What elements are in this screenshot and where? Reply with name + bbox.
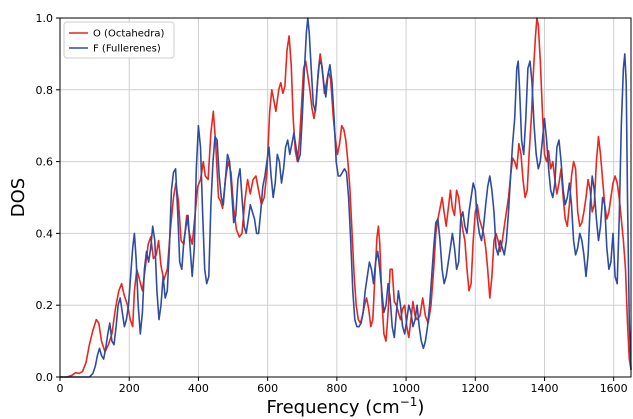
y-tick-label: 0.4 (36, 227, 54, 240)
plot-frame (59, 17, 632, 378)
x-tick-label: 800 (326, 382, 347, 395)
axes (56, 17, 632, 381)
x-axis-label-main: Frequency (cm (267, 397, 400, 418)
x-tick-label: 1000 (392, 382, 420, 395)
x-tick-label: 1400 (530, 382, 558, 395)
tick-labels: 0 200 400 600 800 1000 1200 1400 1600 0.0 0.2 0.4 0.… (36, 12, 628, 395)
y-tick-label: 0.2 (36, 299, 54, 312)
x-axis-label: Frequency (cm−1) (267, 395, 425, 418)
x-axis-label-superscript: −1 (400, 395, 418, 409)
x-tick-label: 200 (119, 382, 140, 395)
x-tick-label: 1200 (461, 382, 489, 395)
y-axis-label: DOS (8, 178, 29, 217)
y-tick-label: 0.0 (36, 371, 54, 384)
series-lines (60, 17, 632, 378)
legend-label-fullerenes: F (Fullerenes) (93, 44, 161, 55)
y-tick-label: 0.6 (36, 156, 54, 169)
x-axis-label-suffix: ) (417, 397, 424, 418)
x-tick-label: 400 (188, 382, 209, 395)
series-line-fullerenes (60, 17, 632, 378)
legend: O (Octahedra) F (Fullerenes) (63, 21, 175, 59)
y-tick-label: 0.8 (36, 84, 54, 97)
x-tick-label: 1600 (600, 382, 628, 395)
grid (59, 17, 631, 378)
y-tick-label: 1.0 (36, 12, 54, 25)
series-line-octahedra (60, 17, 632, 378)
legend-box (63, 21, 175, 59)
x-tick-label: 0 (57, 382, 64, 395)
legend-label-octahedra: O (Octahedra) (93, 29, 164, 40)
x-tick-label: 600 (257, 382, 278, 395)
